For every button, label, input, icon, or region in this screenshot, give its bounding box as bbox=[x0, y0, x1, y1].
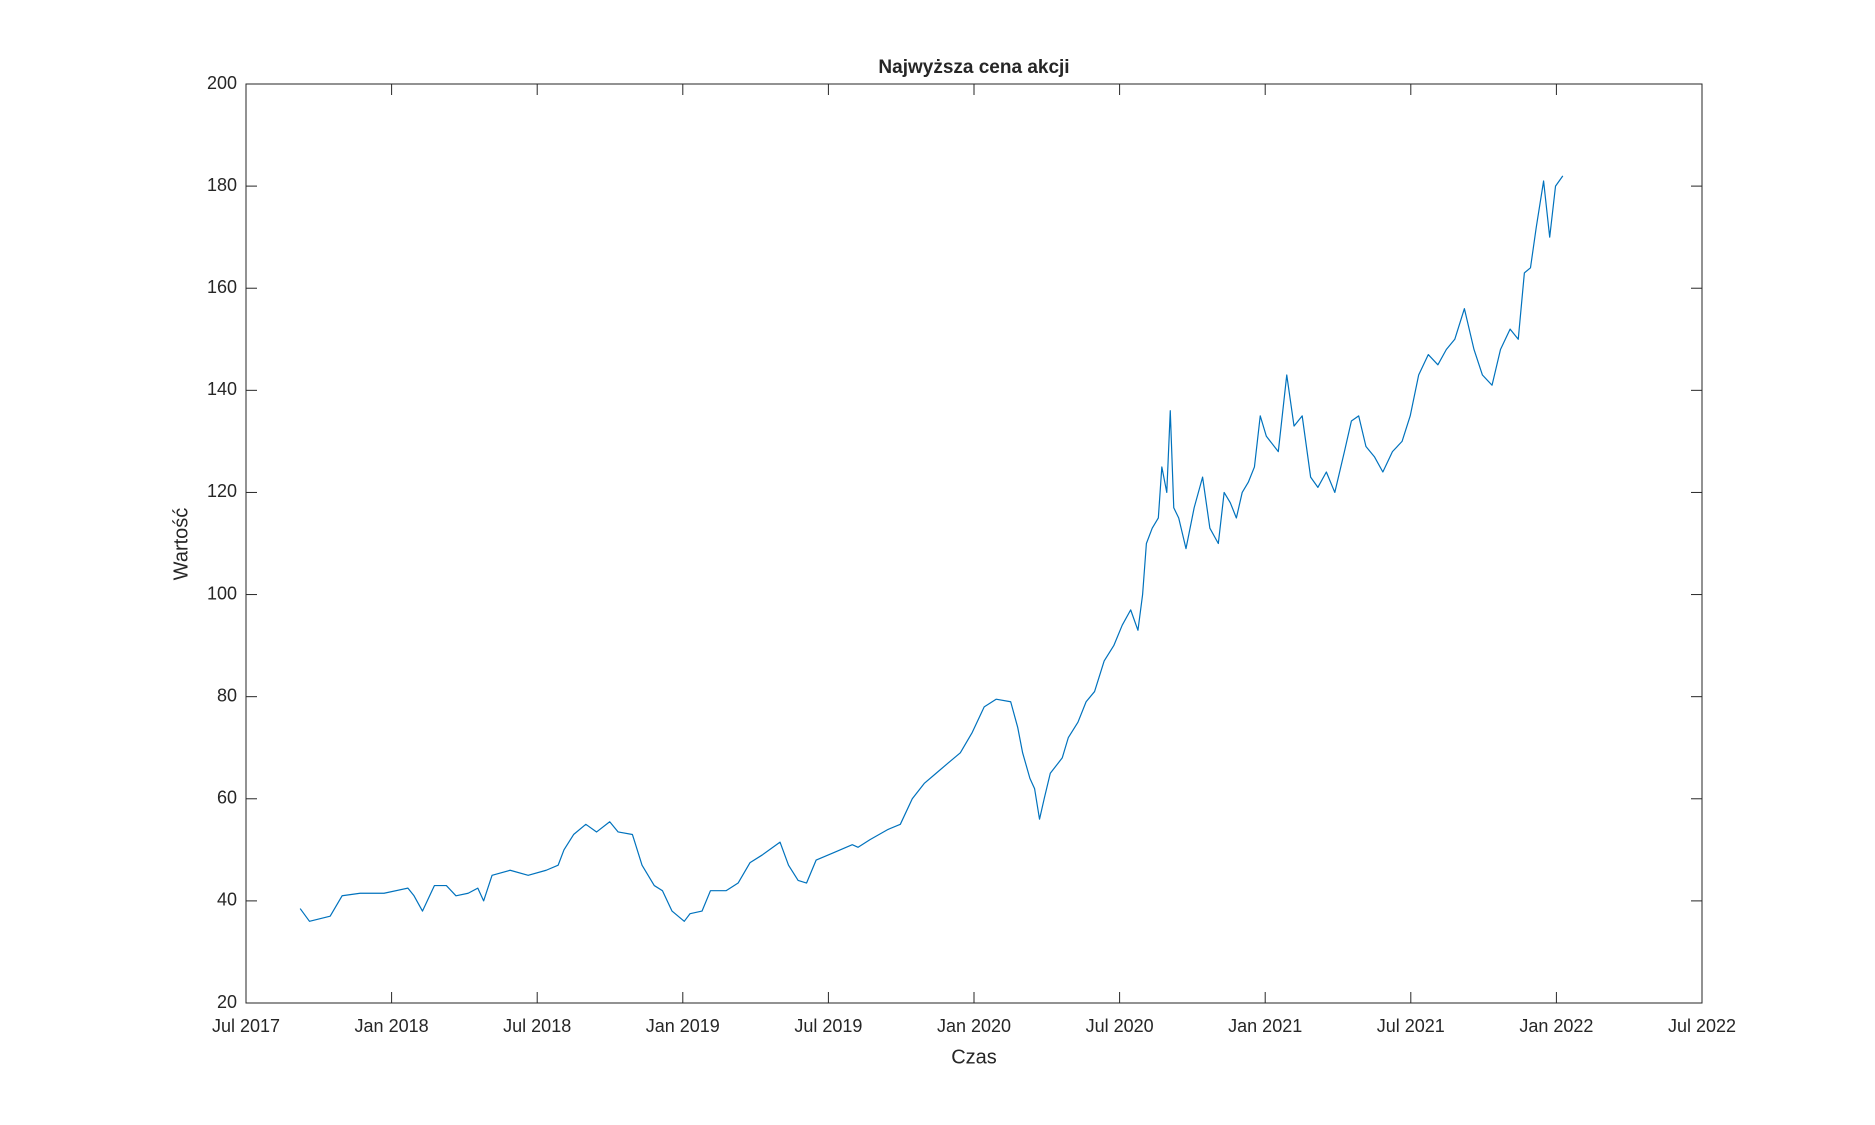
x-tick-label: Jan 2018 bbox=[355, 1016, 429, 1036]
x-tick-label: Jul 2020 bbox=[1086, 1016, 1154, 1036]
x-tick-label: Jan 2021 bbox=[1228, 1016, 1302, 1036]
x-tick-label: Jul 2017 bbox=[212, 1016, 280, 1036]
x-tick-label: Jan 2020 bbox=[937, 1016, 1011, 1036]
line bbox=[299, 175, 1564, 922]
y-axis-label: Wartość bbox=[170, 508, 192, 581]
y-tick-label: 60 bbox=[217, 788, 237, 808]
y-tick-label: 120 bbox=[207, 481, 237, 501]
x-tick-label: Jul 2018 bbox=[503, 1016, 571, 1036]
x-tick-label: Jul 2021 bbox=[1377, 1016, 1445, 1036]
y-tick-label: 180 bbox=[207, 175, 237, 195]
x-tick-label: Jul 2019 bbox=[794, 1016, 862, 1036]
y-tick-label: 100 bbox=[207, 583, 237, 603]
y-tick-label: 20 bbox=[217, 992, 237, 1012]
y-tick-label: 140 bbox=[207, 379, 237, 399]
y-tick-label: 160 bbox=[207, 277, 237, 297]
x-axis-label: Czas bbox=[951, 1046, 997, 1068]
chart-title: Najwyższa cena akcji bbox=[878, 57, 1069, 78]
y-tick-label: 80 bbox=[217, 685, 237, 705]
x-tick-label: Jul 2022 bbox=[1668, 1016, 1736, 1036]
x-tick-label: Jan 2022 bbox=[1519, 1016, 1593, 1036]
y-tick-label: 40 bbox=[217, 890, 237, 910]
y-tick-label: 200 bbox=[207, 73, 237, 93]
x-tick-label: Jan 2019 bbox=[646, 1016, 720, 1036]
